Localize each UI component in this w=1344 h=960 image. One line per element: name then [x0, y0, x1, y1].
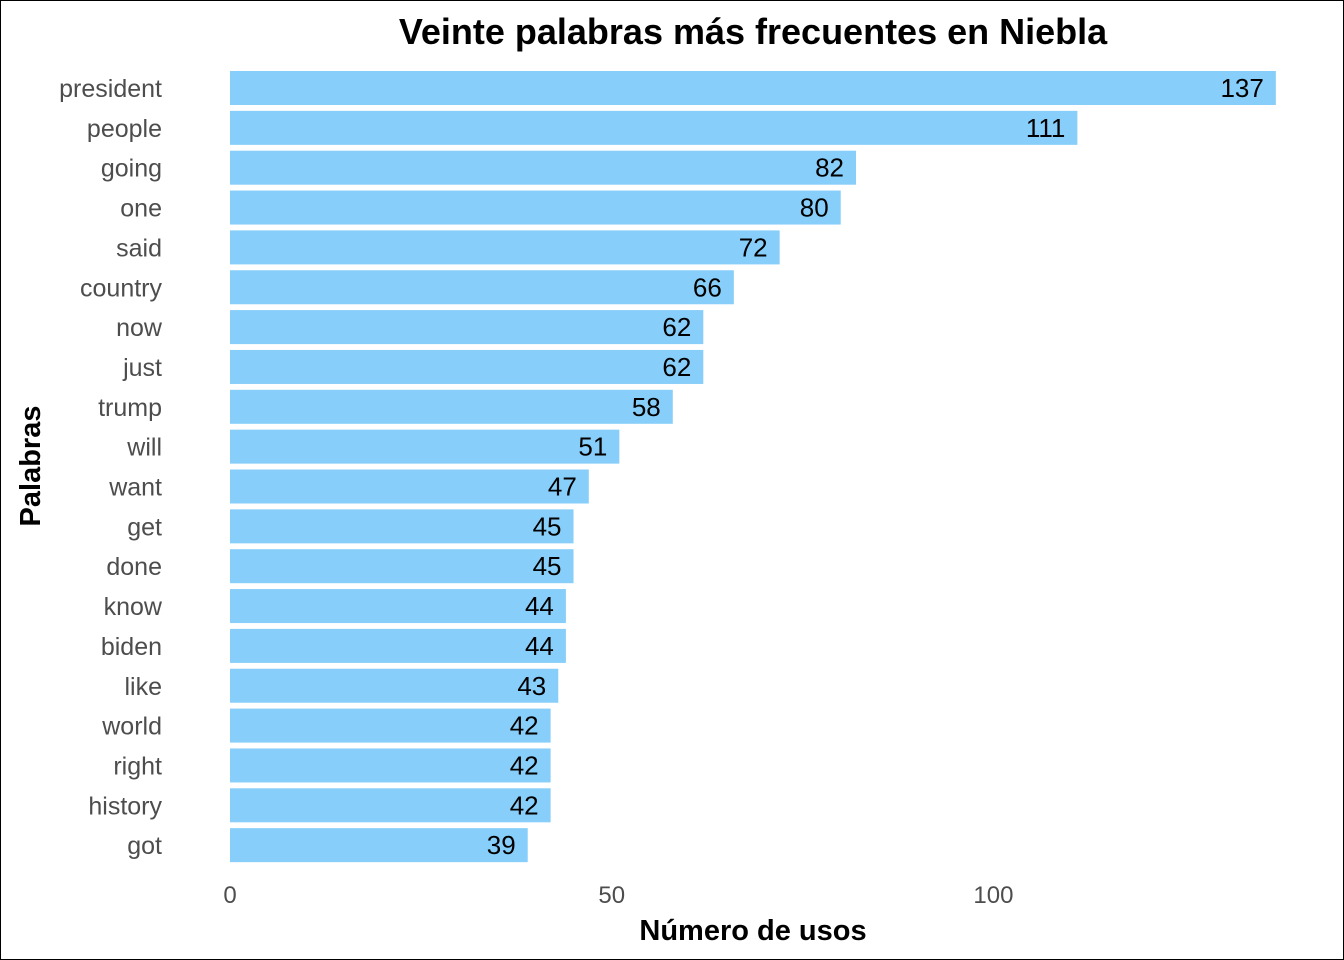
data-label-trump: 58: [632, 392, 661, 422]
bar-one: [230, 190, 841, 225]
category-label-one: one: [120, 195, 162, 223]
bar-get: [230, 509, 574, 544]
category-label-just: just: [122, 354, 162, 382]
data-label-biden: 44: [525, 631, 554, 661]
category-label-history: history: [88, 792, 162, 820]
bar-trump: [230, 389, 673, 424]
bar-know: [230, 589, 566, 624]
bar-now: [230, 310, 704, 345]
category-label-know: know: [104, 593, 163, 621]
bars-group: [230, 71, 1276, 863]
category-label-done: done: [106, 553, 162, 581]
x-axis-ticks: 0 50 100: [223, 882, 1013, 909]
data-labels: 1371118280726662625851474545444443424242…: [487, 73, 1264, 860]
data-label-get: 45: [533, 511, 562, 541]
data-label-right: 42: [510, 750, 539, 780]
bar-said: [230, 230, 780, 265]
y-axis-title: Palabras: [15, 406, 47, 527]
data-label-country: 66: [693, 272, 722, 302]
category-label-biden: biden: [101, 633, 162, 661]
category-label-like: like: [124, 673, 162, 701]
x-axis-title: Número de usos: [639, 915, 866, 947]
bar-world: [230, 708, 551, 743]
chart-title: Veinte palabras más frecuentes en Niebla: [399, 11, 1108, 52]
bar-will: [230, 429, 620, 464]
bar-president: [230, 71, 1276, 105]
category-label-country: country: [80, 274, 162, 302]
x-tick-label-0: 0: [223, 882, 236, 909]
bar-like: [230, 668, 559, 703]
data-label-just: 62: [662, 352, 691, 382]
data-label-now: 62: [662, 312, 691, 342]
bar-got: [230, 828, 528, 863]
data-label-president: 137: [1220, 73, 1263, 103]
category-label-want: want: [108, 474, 162, 502]
category-label-said: said: [116, 234, 162, 262]
data-label-will: 51: [578, 432, 607, 462]
data-label-world: 42: [510, 711, 539, 741]
category-label-get: get: [127, 513, 162, 541]
data-label-want: 47: [548, 472, 577, 502]
category-label-will: will: [126, 434, 162, 462]
category-label-trump: trump: [98, 394, 162, 422]
category-label-now: now: [116, 314, 163, 342]
bar-done: [230, 549, 574, 584]
data-label-history: 42: [510, 790, 539, 820]
category-label-going: going: [101, 155, 162, 183]
category-label-president: president: [59, 75, 162, 103]
data-label-got: 39: [487, 830, 516, 860]
category-label-world: world: [101, 713, 162, 741]
data-label-going: 82: [815, 153, 844, 183]
category-label-got: got: [127, 832, 162, 860]
x-tick-label-50: 50: [598, 882, 625, 909]
category-labels: president people going one said country now jus…: [59, 75, 163, 860]
bar-going: [230, 150, 856, 185]
bar-history: [230, 788, 551, 823]
bar-just: [230, 349, 704, 384]
data-label-like: 43: [517, 671, 546, 701]
bar-right: [230, 748, 551, 783]
category-label-right: right: [113, 752, 162, 780]
data-label-done: 45: [533, 551, 562, 581]
bar-biden: [230, 628, 566, 663]
x-tick-label-100: 100: [973, 882, 1013, 909]
category-label-people: people: [87, 115, 162, 143]
data-label-know: 44: [525, 591, 554, 621]
data-label-said: 72: [739, 232, 768, 262]
bar-country: [230, 270, 734, 305]
data-label-one: 80: [800, 193, 829, 223]
bar-people: [230, 110, 1078, 145]
bar-want: [230, 469, 589, 504]
data-label-people: 111: [1026, 113, 1066, 143]
